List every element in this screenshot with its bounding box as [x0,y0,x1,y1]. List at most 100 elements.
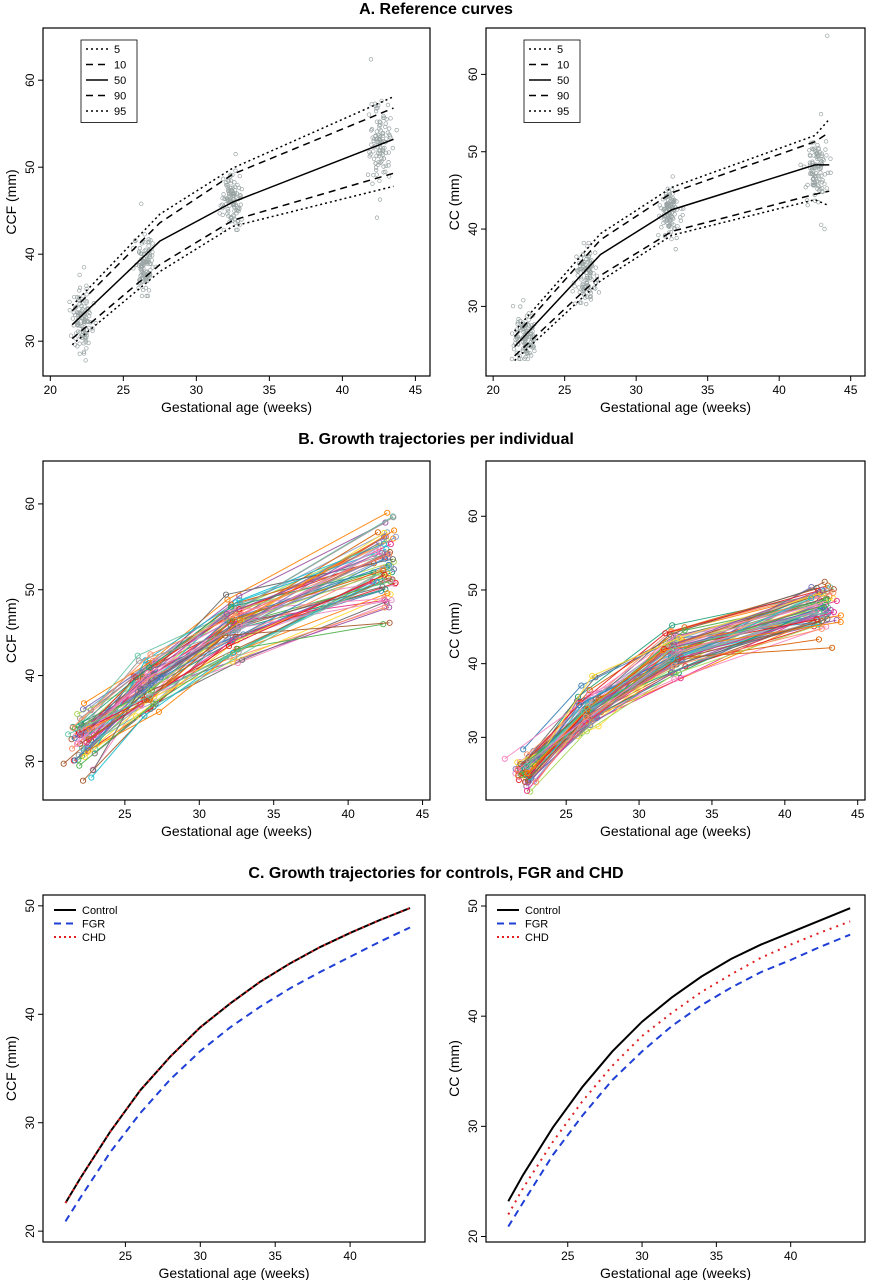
scatter-point [519,327,524,333]
scatter-point [807,148,812,153]
trajectory-point [144,670,151,677]
trajectory-point [75,751,82,759]
scatter-point [381,156,386,161]
trajectory-point [514,766,521,773]
scatter-point [811,169,816,174]
x-tick-label: 25 [117,383,131,397]
legend-box [80,39,138,123]
trajectory-line [525,607,823,767]
scatter-point [78,323,83,329]
trajectory-point [588,718,595,725]
scatter-point [379,156,384,161]
scatter-point [232,188,238,193]
scatter-point [226,187,231,192]
scatter-point [580,282,585,288]
trajectory-point [524,777,531,784]
scatter-point [528,331,534,337]
scatter-point [235,219,241,224]
trajectory-point [578,682,585,689]
chart-panel-a-right: 20 25 30 35 40 45 30 40 50 60 Gestational age (wee… [446,27,866,415]
trajectory-point [88,774,95,781]
trajectory-point [523,763,530,770]
trajectory-point [670,650,677,657]
scatter-point [819,222,824,227]
scatter-point [575,273,580,278]
scatter-point [238,193,243,198]
x-tick-label: 45 [416,807,430,821]
trajectory-point [222,591,230,598]
scatter-point [581,240,586,246]
trajectory-point [518,771,525,778]
trajectory-line [520,604,827,776]
trajectory-line [78,623,384,767]
scatter-point [136,263,142,268]
scatter-point [571,280,576,285]
scatter-point [81,351,87,356]
trajectory-point [387,541,394,548]
scatter-point [377,139,382,144]
scatter-point [596,290,602,295]
trajectory-point [676,634,683,641]
scatter-point [81,265,87,270]
scatter-point [141,287,146,293]
scatter-point [77,351,82,356]
y-tick-label: 50 [466,583,480,597]
trajectory-line [78,566,392,756]
series-line-5 [514,198,830,362]
scatter-point [380,115,386,120]
plot-frame [485,460,866,801]
legend-label-95: 95 [557,106,569,118]
x-axis-label: Gestational age (weeks) [600,823,751,839]
legend-label-50: 50 [557,75,569,87]
legend-label-fgr: FGR [82,919,105,931]
x-tick-label: 30 [194,1249,208,1263]
trajectory-point [386,604,393,611]
x-tick-label: 35 [267,807,281,821]
trajectory-point [140,677,147,684]
scatter-point [367,154,372,159]
y-tick-label: 40 [466,657,480,671]
scatter-point [144,293,149,299]
scatter-point [666,212,671,217]
legend-label-90: 90 [114,91,126,103]
scatter-point [67,299,72,304]
scatter-point [368,57,374,62]
trajectory-point [819,586,826,593]
scatter-point [84,292,89,297]
scatter-point [577,266,582,272]
scatter-point [816,184,822,189]
scatter-point [670,197,675,203]
scatter-point [142,232,147,237]
scatter-point [670,174,675,179]
scatter-point [511,346,517,352]
scatter-point [587,294,593,300]
scatter-point [379,159,384,164]
scatter-point [675,224,680,229]
trajectory-point [586,687,593,694]
trajectory-point [815,636,822,643]
trajectory-line [517,590,819,771]
trajectory-line [81,599,392,740]
scatter-point [86,340,91,346]
scatter-point [671,202,676,208]
scatter-point [828,156,833,161]
trajectory-line [535,628,822,783]
scatter-point [577,264,583,269]
chart-panel-b-left: 25 30 35 40 45 30 40 50 60 Gestational age (weeks… [3,460,431,839]
trajectory-point [813,616,820,623]
x-axis-label: Gestational age (weeks) [600,399,751,415]
trajectory-line [94,543,385,750]
scatter-point [369,128,374,133]
trajectory-point [147,651,154,658]
plot-frame [42,27,431,377]
trajectory-point [370,569,377,576]
scatter-point [231,202,236,207]
trajectory-line [87,556,389,734]
scatter-point [384,136,389,141]
scatter-point [233,168,238,173]
scatter-point [579,300,584,305]
scatter-point [374,136,380,141]
section-title-a: A. Reference curves [359,1,513,18]
x-tick-label: 40 [778,807,792,821]
trajectory-point [390,514,397,521]
